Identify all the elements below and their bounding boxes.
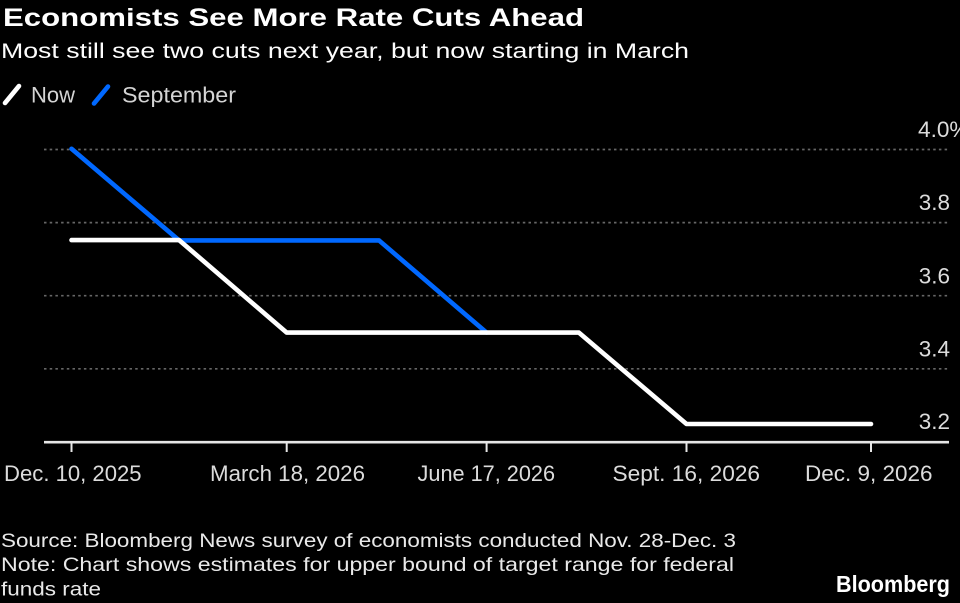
svg-text:Note: Chart shows estimates fo: Note: Chart shows estimates for upper bo… bbox=[1, 554, 734, 576]
svg-text:Source: Bloomberg News survey: Source: Bloomberg News survey of economi… bbox=[1, 530, 736, 552]
svg-text:3.8: 3.8 bbox=[919, 190, 950, 215]
svg-text:3.2: 3.2 bbox=[919, 409, 950, 434]
svg-text:3.4: 3.4 bbox=[919, 336, 950, 361]
svg-text:Dec. 9, 2026: Dec. 9, 2026 bbox=[805, 461, 933, 486]
svg-text:Now: Now bbox=[31, 82, 75, 107]
svg-text:Dec. 10, 2025: Dec. 10, 2025 bbox=[4, 461, 142, 486]
svg-text:Bloomberg: Bloomberg bbox=[836, 571, 950, 597]
svg-text:Economists See More Rate Cuts: Economists See More Rate Cuts Ahead bbox=[3, 4, 584, 32]
svg-text:Sept. 16, 2026: Sept. 16, 2026 bbox=[613, 461, 761, 486]
svg-text:4.0%: 4.0% bbox=[918, 117, 960, 142]
svg-text:June 17, 2026: June 17, 2026 bbox=[418, 461, 556, 486]
svg-text:Most still see two cuts next y: Most still see two cuts next year, but n… bbox=[1, 40, 689, 63]
svg-text:3.6: 3.6 bbox=[919, 263, 950, 288]
svg-text:March 18, 2026: March 18, 2026 bbox=[210, 461, 365, 486]
svg-text:September: September bbox=[122, 82, 236, 107]
svg-text:funds rate: funds rate bbox=[1, 579, 101, 601]
